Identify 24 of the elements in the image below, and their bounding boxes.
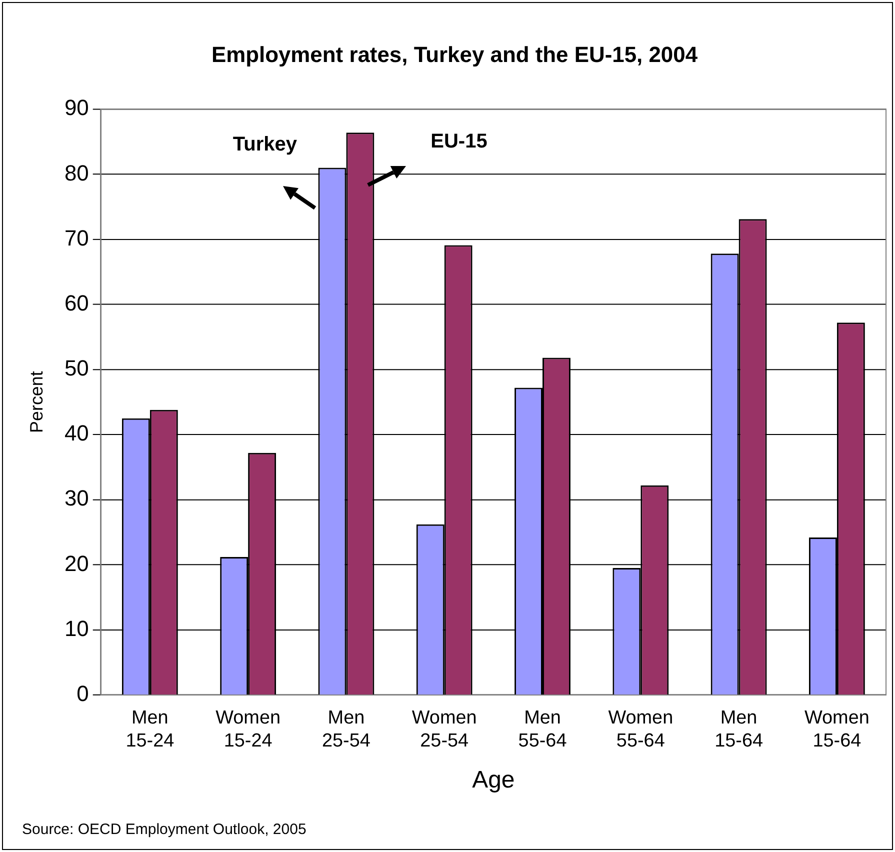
text: EU-15 — [430, 130, 488, 154]
y-tick-label: 60 — [64, 290, 89, 316]
x-tick-label: Men 25-54 — [322, 708, 370, 752]
y-tick-label: 70 — [64, 225, 89, 250]
x-tick-label: Men 15-24 — [126, 708, 174, 752]
y-tick-label: 50 — [64, 356, 89, 381]
y-tick-label: 90 — [64, 95, 89, 120]
series-label: Turkey — [232, 134, 298, 157]
x-tick-label: Women 25-54 — [412, 708, 477, 752]
x-tick-label: Women 55-64 — [608, 708, 674, 752]
y-tick-label: 0 — [76, 681, 89, 706]
y-tick-label: 10 — [64, 616, 89, 641]
y-axis-title: Percent — [26, 371, 47, 433]
y-tick-label: 40 — [64, 420, 89, 446]
y-tick-label: 80 — [64, 160, 89, 186]
x-tick-label: Women 15-24 — [216, 708, 281, 752]
source-note: Source: OECD Employment Outlook, 2005 — [22, 821, 306, 838]
y-tick-label: 30 — [64, 486, 89, 511]
x-tick-label: Men 15-64 — [714, 708, 764, 752]
y-tick-label: 20 — [64, 550, 89, 576]
x-tick-label: Women 15-64 — [804, 708, 870, 752]
x-tick-label: Men 55-64 — [518, 708, 567, 752]
x-axis-title: Age — [472, 766, 515, 794]
chart-title: Employment rates, Turkey and the EU-15, 2004 — [211, 42, 698, 68]
